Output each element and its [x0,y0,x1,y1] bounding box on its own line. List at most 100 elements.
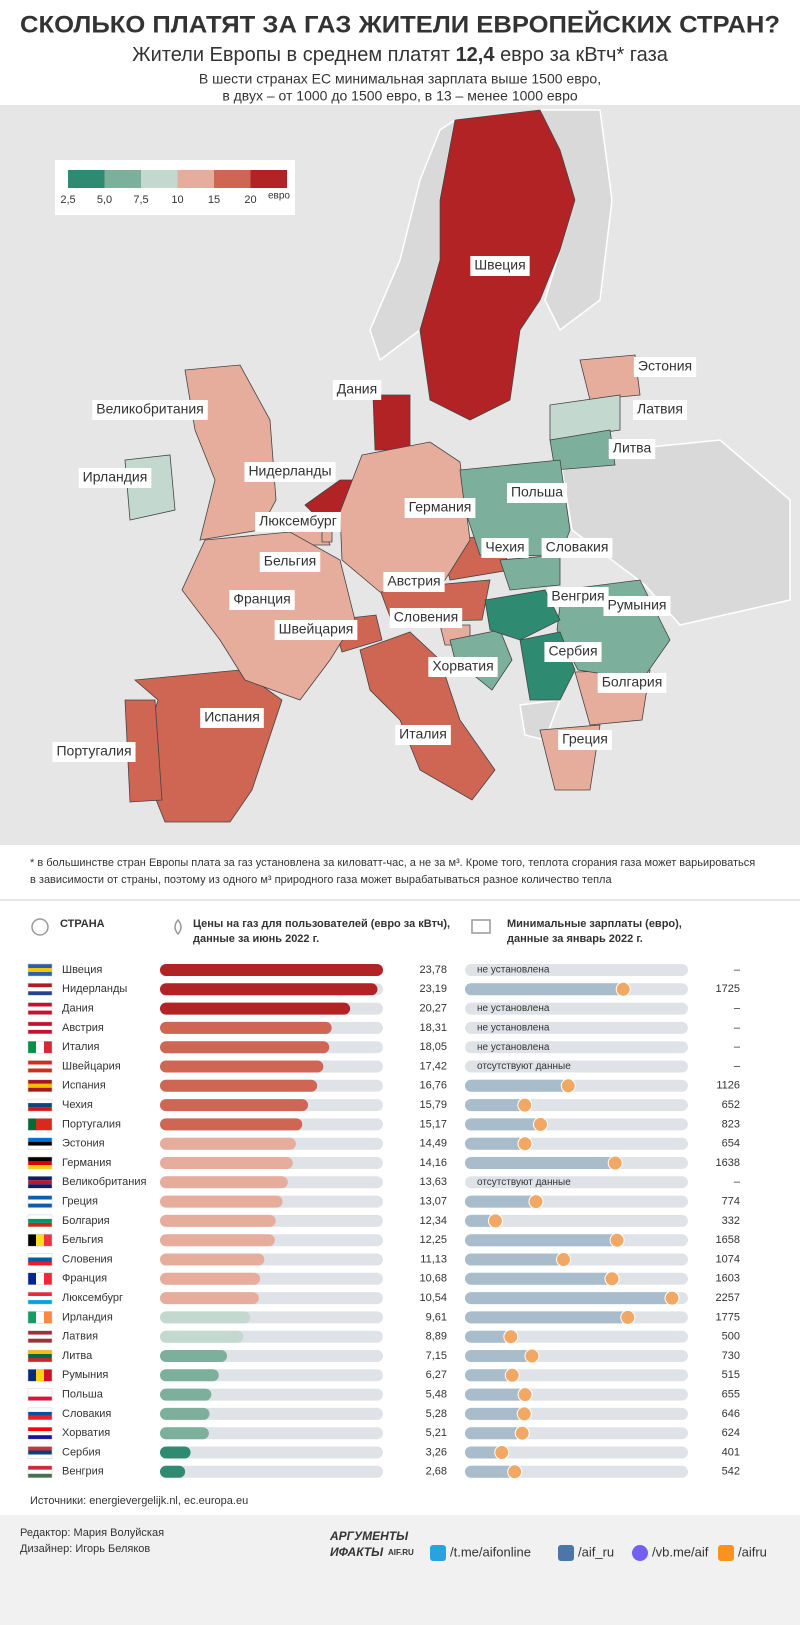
flag-border [27,1369,53,1382]
bar [160,1118,303,1131]
flag-border [27,1349,53,1363]
value-label: 1658 [716,1234,740,1246]
bar [160,1272,261,1285]
legend-unit: евро [268,191,290,202]
map-label: Сербия [548,643,597,659]
legend-tick-label: 15 [208,194,220,206]
bar-track [160,1427,383,1440]
wallet-icon [471,919,491,934]
map-label-box [633,400,687,420]
marker [528,1194,544,1210]
value-label: 1638 [716,1157,740,1169]
bar [160,964,383,976]
flag-stripe [28,1137,52,1142]
bar [465,1388,526,1401]
value-label: 3,26 [426,1446,447,1458]
credit: Дизайнер: Игорь Беляков [20,1543,150,1555]
flag-border [27,1040,53,1054]
bar [465,1465,515,1478]
map-label: Венгрия [551,588,604,604]
bar [160,1195,283,1208]
value-label: 1775 [716,1311,740,1323]
flag-stripe [36,1041,44,1054]
bar-track [465,1021,688,1034]
flag-stripe [28,1234,36,1247]
flag-stripe [28,1469,52,1474]
flag-stripe [28,1253,52,1258]
value-label: 1126 [716,1080,740,1092]
flag-stripe [28,1446,52,1451]
legend-swatch [214,170,251,188]
bar [465,1407,525,1420]
bar [160,1234,275,1247]
column-header: данные за июнь 2022 г. [193,933,319,945]
ok-icon [718,1545,734,1561]
flag-border [27,1388,53,1401]
value-label: 515 [722,1369,740,1381]
flag-stripe [28,1041,36,1054]
flag-stripe [28,1141,52,1146]
social-link: /aif_ru [578,1544,614,1559]
map-label-box [404,498,476,518]
credit: Редактор: Мария Волуйская [20,1527,164,1539]
value-label: – [734,1041,741,1053]
marker [556,1252,572,1267]
row-label: Греция [62,1196,98,1208]
flag-border [27,1195,53,1208]
flag-stripe [28,1180,52,1185]
bar [160,1407,210,1420]
intro-line: в двух – от 1000 до 1500 евро, в 13 – ме… [222,88,578,104]
value-label: 23,78 [419,964,447,976]
flag-stripe [28,1454,52,1459]
value-label: 332 [722,1215,740,1227]
marker [607,1155,623,1171]
bar-track [465,1002,688,1015]
flag-border [27,1272,53,1286]
flag-stripe [28,987,52,992]
logo: ИФАКТЫ [330,1545,384,1559]
subtitle-part: 12,4 [456,44,496,66]
bar [465,1311,628,1324]
flag-stripe [28,964,52,968]
bar [465,1369,513,1382]
flag-border [27,1176,53,1189]
bar [160,983,378,996]
flag-border [27,963,53,977]
legend-swatch [104,170,141,188]
bar-track [465,1041,688,1054]
subtitle-part: евро за кВтч* газа [500,44,669,66]
value-label: 10,54 [419,1292,447,1304]
bar [465,1292,672,1305]
bar [160,1176,288,1189]
flag-stripe [28,1338,52,1343]
bar [465,1157,616,1169]
flag-stripe [28,1118,36,1131]
flag-stripe [28,1006,52,1011]
bar-track [160,1388,383,1401]
map-label-box [558,730,612,750]
flame-icon [174,918,182,936]
marker [504,1367,520,1383]
map-label-box [389,608,463,628]
value-label: 624 [722,1427,740,1439]
logo: AIF.RU [388,1548,414,1557]
flag-stripe [28,1392,52,1397]
footnote: * в большинстве стран Европы плата за га… [30,857,755,869]
row-label: Дания [62,1003,94,1015]
globe-icon [31,918,49,936]
map-label: Франция [233,591,290,607]
bar [465,1214,496,1227]
row-label: Швеция [62,964,102,976]
flag-stripe [28,1079,52,1084]
legend-swatch [141,170,178,188]
map-label: Португалия [56,743,131,759]
map-country [484,589,561,641]
value-label: – [734,964,741,976]
flag-stripe [28,1218,52,1223]
bar [160,1021,332,1034]
bar [160,1214,276,1227]
marker [604,1271,620,1287]
value-label: 1074 [716,1253,740,1265]
bar-track [465,1330,688,1343]
